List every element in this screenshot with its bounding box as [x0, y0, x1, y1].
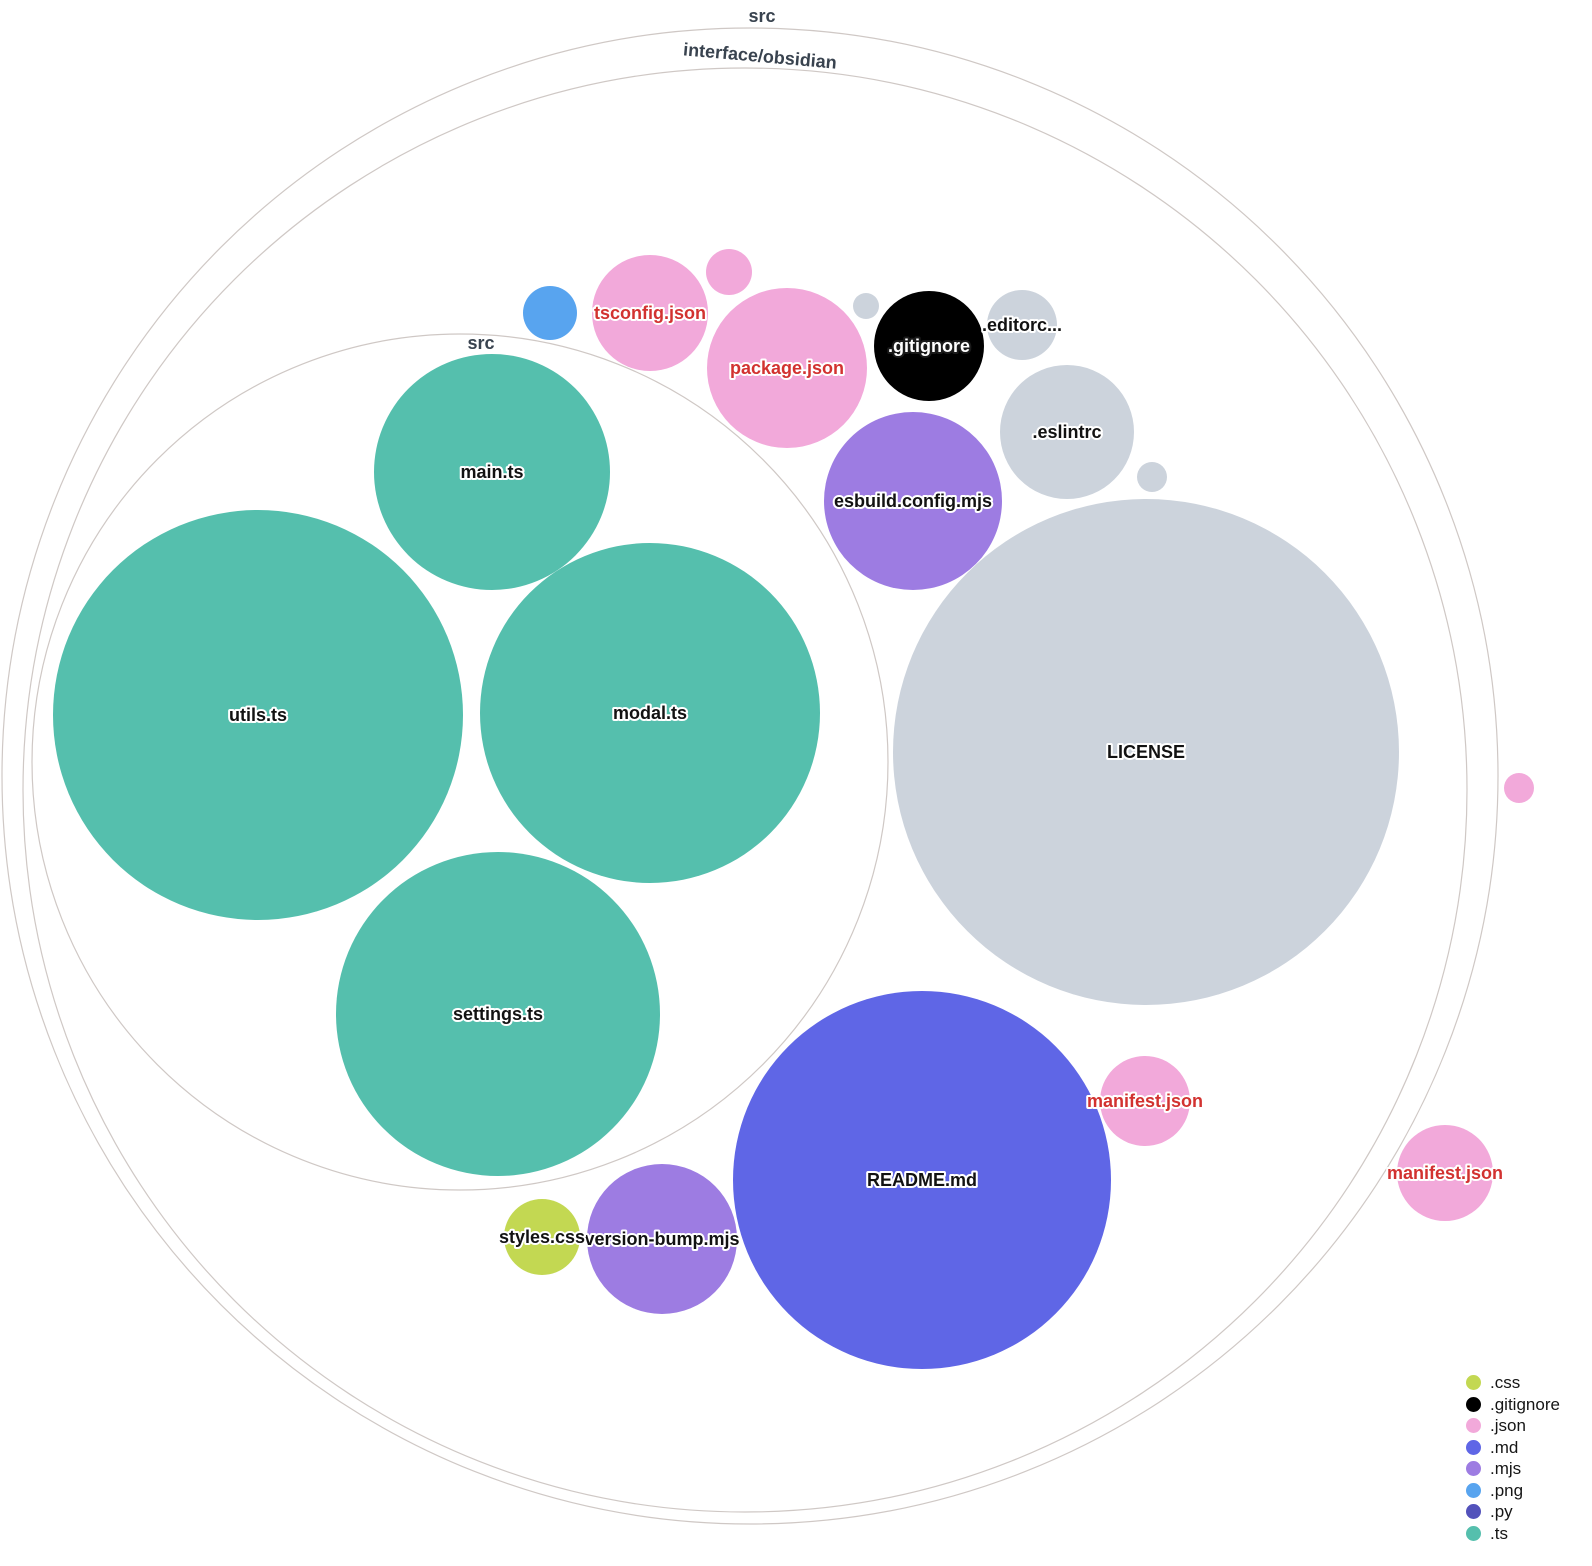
- file-bubble-package-json[interactable]: [707, 288, 867, 448]
- file-bubble-manifest-json[interactable]: [1100, 1056, 1190, 1146]
- file-label-eslintrc: .eslintrc: [1032, 422, 1101, 442]
- file-label-license: LICENSE: [1107, 742, 1185, 762]
- file-bubble-settings-ts[interactable]: [336, 852, 660, 1176]
- file-bubble-modal-ts[interactable]: [480, 543, 820, 883]
- file-bubble-utils-ts[interactable]: [53, 510, 463, 920]
- legend-item-gitignore: .gitignore: [1466, 1394, 1560, 1416]
- folder-circle-src[interactable]: [1, 27, 1499, 1525]
- file-label-settings-ts: settings.ts: [453, 1004, 543, 1024]
- file-bubble-readme-md[interactable]: [733, 991, 1111, 1369]
- legend-dot-png-icon: [1466, 1482, 1481, 1498]
- file-label-utils-ts: utils.ts: [229, 705, 287, 725]
- legend-label-ts: .ts: [1490, 1523, 1508, 1543]
- file-label-readme-md: README.md: [867, 1170, 977, 1190]
- legend-label-json: .json: [1490, 1416, 1526, 1436]
- file-label-esbuild-config-mjs: esbuild.config.mjs: [834, 491, 992, 511]
- legend-item-md: .md: [1466, 1437, 1560, 1459]
- file-bubble-main-ts[interactable]: [374, 354, 610, 590]
- file-label-package-json: package.json: [730, 358, 844, 378]
- legend: .css .gitignore .json .md .mjs .png .py .ts: [1466, 1372, 1560, 1544]
- legend-dot-css-icon: [1466, 1375, 1481, 1391]
- file-bubble-file-small-2[interactable]: [853, 293, 879, 319]
- legend-dot-gitignore-icon: [1466, 1396, 1481, 1412]
- legend-label-mjs: .mjs: [1490, 1459, 1522, 1479]
- file-bubble-gitignore[interactable]: [874, 291, 984, 401]
- legend-item-py: .py: [1466, 1501, 1560, 1523]
- legend-label-gitignore: .gitignore: [1490, 1394, 1560, 1414]
- file-bubble-version-bump-mjs[interactable]: [587, 1164, 737, 1314]
- file-bubble-styles-css[interactable]: [504, 1199, 580, 1275]
- legend-label-css: .css: [1490, 1373, 1521, 1393]
- file-label-manifest-json-root: manifest.json: [1387, 1163, 1503, 1183]
- legend-item-ts: .ts: [1466, 1523, 1560, 1545]
- folder-label-src-src: src: [467, 333, 494, 353]
- file-label-tsconfig-json: tsconfig.json: [594, 303, 706, 323]
- file-bubble-json-file-small[interactable]: [706, 249, 752, 295]
- legend-label-py: .py: [1490, 1502, 1513, 1522]
- file-bubble-json-dot-root[interactable]: [1504, 773, 1534, 803]
- file-bubble-png-file[interactable]: [523, 286, 577, 340]
- folder-circle-src-src[interactable]: [31, 333, 889, 1191]
- legend-item-css: .css: [1466, 1372, 1560, 1394]
- legend-dot-ts-icon: [1466, 1525, 1481, 1541]
- file-bubble-manifest-json-root[interactable]: [1397, 1125, 1493, 1221]
- legend-dot-md-icon: [1466, 1439, 1481, 1455]
- folder-label-src: src: [748, 6, 775, 26]
- folder-circle-interface-obsidian[interactable]: [22, 67, 1468, 1513]
- legend-label-md: .md: [1490, 1437, 1519, 1457]
- file-label-modal-ts: modal.ts: [613, 703, 687, 723]
- file-bubble-file-small-1[interactable]: [1137, 462, 1167, 492]
- file-label-version-bump-mjs: version-bump.mjs: [584, 1229, 739, 1249]
- file-label-main-ts: main.ts: [460, 462, 523, 482]
- file-label-manifest-json: manifest.json: [1087, 1091, 1203, 1111]
- file-label-styles-css: styles.css: [499, 1227, 585, 1247]
- legend-label-png: .png: [1490, 1480, 1524, 1500]
- legend-item-png: .png: [1466, 1480, 1560, 1502]
- file-label-editorconfig: .editorc...: [982, 315, 1062, 335]
- file-bubble-eslintrc[interactable]: [1000, 365, 1134, 499]
- file-bubble-editorconfig[interactable]: [987, 290, 1057, 360]
- file-bubble-esbuild-config-mjs[interactable]: [824, 412, 1002, 590]
- legend-dot-mjs-icon: [1466, 1461, 1481, 1477]
- legend-item-json: .json: [1466, 1415, 1560, 1437]
- legend-dot-py-icon: [1466, 1504, 1481, 1520]
- legend-dot-json-icon: [1466, 1418, 1481, 1434]
- file-label-gitignore: .gitignore: [888, 336, 970, 356]
- file-bubble-license[interactable]: [893, 499, 1399, 1005]
- file-bubble-tsconfig-json[interactable]: [592, 255, 708, 371]
- legend-item-mjs: .mjs: [1466, 1458, 1560, 1480]
